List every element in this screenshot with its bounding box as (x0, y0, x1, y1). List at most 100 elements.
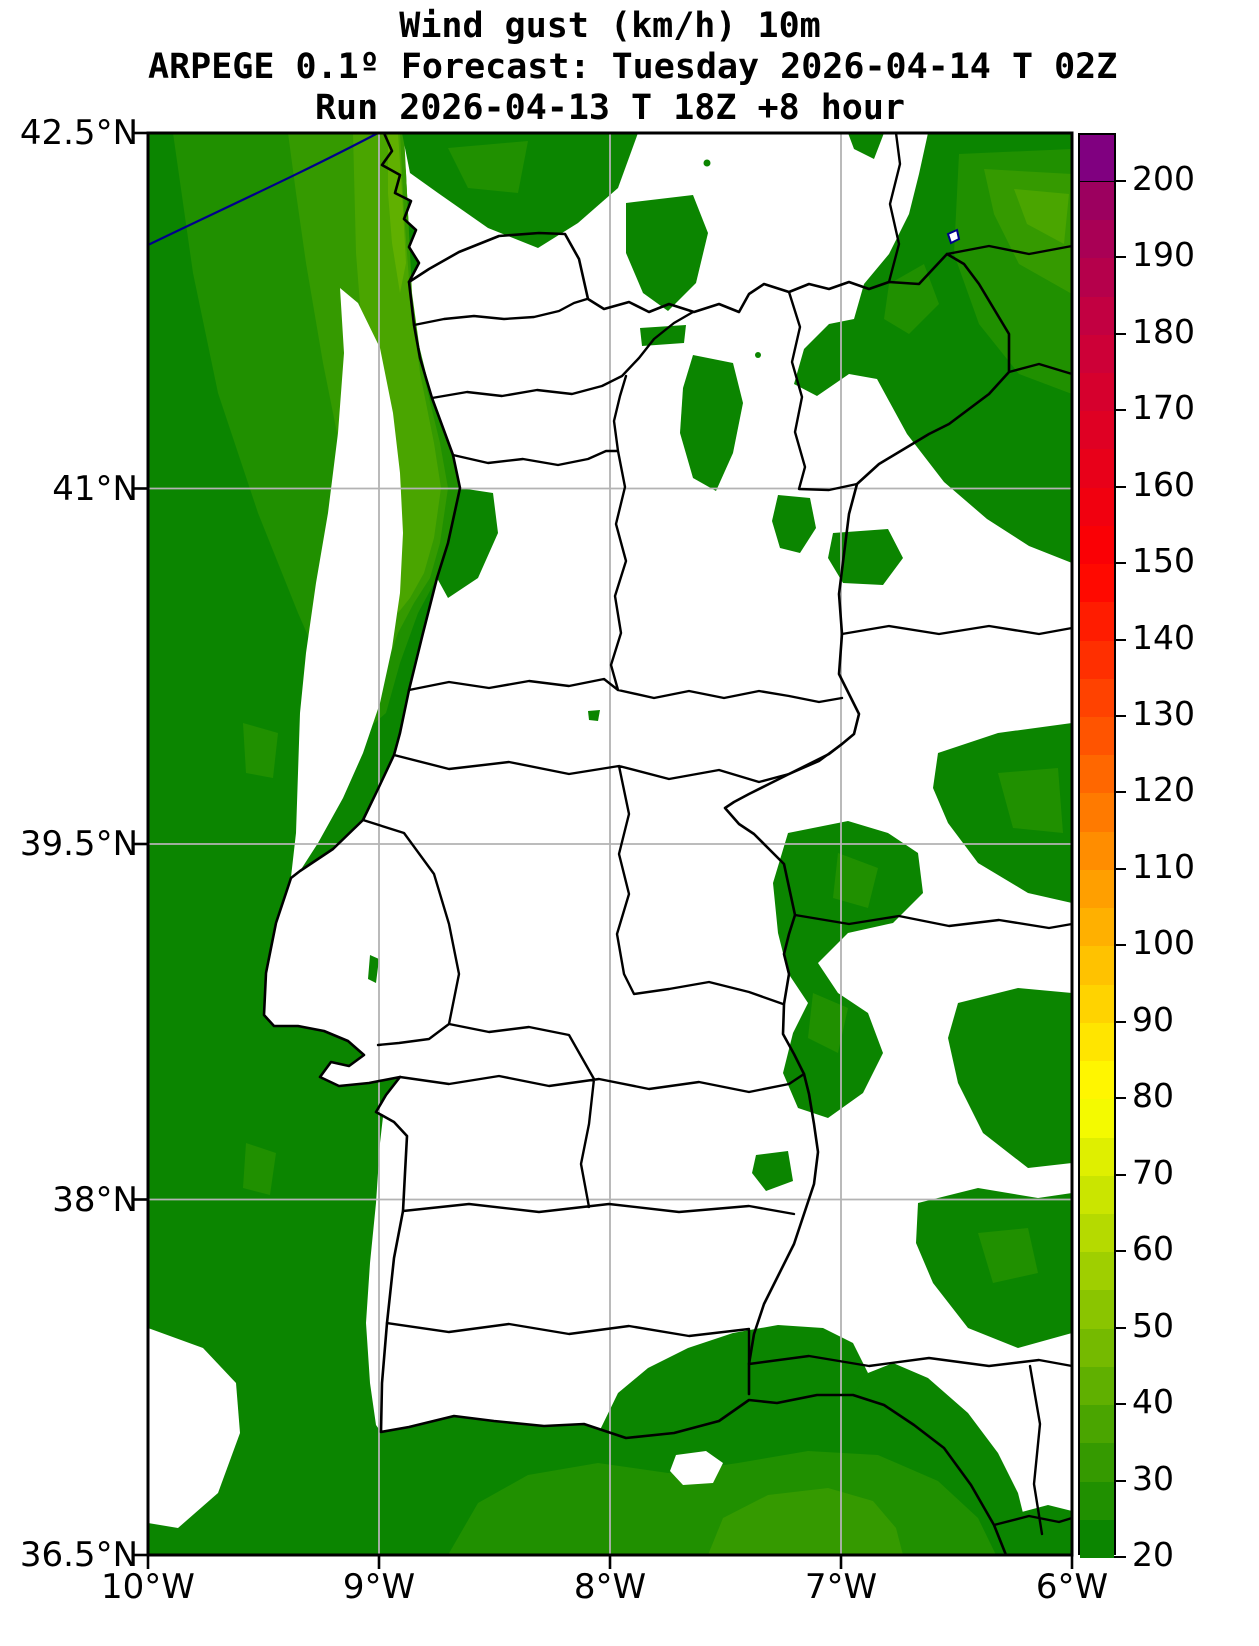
x-axis-tick-label: 8°W (573, 1567, 647, 1607)
graticule-layer (148, 133, 1072, 1555)
colorbar-segment (1080, 677, 1114, 718)
colorbar-tick-label: 30 (1132, 1458, 1174, 1498)
colorbar-segment (1080, 1365, 1114, 1406)
colorbar-tick-label: 160 (1132, 464, 1195, 504)
colorbar-tick-label: 180 (1132, 311, 1195, 351)
gust-patch (368, 955, 379, 983)
colorbar-segment (1080, 1098, 1114, 1138)
colorbar-segment (1080, 1289, 1114, 1329)
colorbar-tick (1114, 1097, 1126, 1100)
colorbar-segment (1080, 257, 1114, 297)
colorbar-tick (1114, 256, 1126, 259)
colorbar-segment (1080, 295, 1114, 335)
gust-patch (978, 1228, 1038, 1283)
gust-patch (448, 141, 528, 193)
colorbar-tick-label: 70 (1132, 1152, 1174, 1192)
gust-patch (933, 723, 1072, 903)
gust-patch (833, 853, 878, 908)
colorbar-tick (1114, 179, 1126, 182)
colorbar-segment (1080, 1480, 1114, 1520)
colorbar-tick (1114, 1020, 1126, 1023)
colorbar-segment (1080, 486, 1114, 526)
colorbar (1078, 133, 1126, 1558)
contour-band (243, 723, 278, 778)
colorbar-tick-label: 170 (1132, 388, 1195, 428)
colorbar-segment (1080, 754, 1114, 794)
colorbar-tick-label: 50 (1132, 1305, 1174, 1345)
colorbar-segment (1080, 1404, 1114, 1444)
colorbar-segment (1080, 716, 1114, 756)
gust-patch (1000, 1505, 1072, 1555)
calm-region (670, 1451, 723, 1485)
gust-patch (588, 710, 600, 721)
calm-ocean-cutouts (148, 288, 723, 1528)
gust-patch (848, 133, 884, 159)
colorbar-segment (1080, 830, 1114, 870)
colorbar-tick (1114, 409, 1126, 412)
colorbar-segment (1080, 524, 1114, 565)
y-axis-tick-label: 38°N (52, 1179, 138, 1220)
gust-patch (948, 988, 1072, 1168)
x-axis-tick-label: 9°W (342, 1567, 416, 1607)
colorbar-segment (1080, 1174, 1114, 1214)
coastline-and-borders (262, 131, 1074, 1557)
colorbar-segment (1080, 180, 1114, 221)
colorbar-tick (1114, 485, 1126, 488)
gust-patch (755, 352, 761, 358)
colorbar-tick-label: 120 (1132, 770, 1195, 810)
colorbar-segment (1080, 1136, 1114, 1176)
colorbar-tick-label: 90 (1132, 999, 1174, 1039)
colorbar-segment (1080, 1060, 1114, 1100)
colorbar-segment (1080, 135, 1114, 181)
map-canvas (134, 131, 1074, 1569)
colorbar-tick (1114, 1556, 1126, 1558)
axis-ticks-layer (134, 131, 1074, 1569)
colorbar-tick (1114, 791, 1126, 794)
gust-patch (437, 488, 498, 598)
colorbar-tick-label: 150 (1132, 541, 1195, 581)
contour-band (243, 1143, 276, 1195)
gust-patch (640, 325, 686, 346)
colorbar-segment (1080, 792, 1114, 832)
y-axis-tick-label: 39.5°N (19, 824, 138, 864)
x-axis-tick-label: 6°W (1035, 1567, 1109, 1607)
district-boundaries (361, 290, 859, 1366)
contour-band (353, 133, 441, 613)
y-axis-tick-label: 41°N (52, 468, 138, 509)
colorbar-tick-label: 80 (1132, 1076, 1174, 1116)
colorbar-tick-label: 40 (1132, 1382, 1174, 1422)
figure-subtitle-run: Run 2026-04-13 T 18Z +8 hour (314, 88, 905, 128)
gust-patch (703, 159, 711, 167)
maritime-boundary-blue-line (147, 132, 379, 246)
colorbar-segment (1080, 601, 1114, 641)
colorbar-segment (1080, 563, 1114, 603)
colorbar-segment (1080, 372, 1114, 412)
colorbar-segment (1080, 1442, 1114, 1482)
colorbar-tick (1114, 944, 1126, 947)
colorbar-tick (1114, 332, 1126, 335)
gust-patch (772, 495, 816, 553)
colorbar-segment (1080, 448, 1114, 488)
calm-region (291, 288, 403, 877)
x-axis-tick-label: 10°W (101, 1567, 195, 1607)
gust-patch (773, 821, 923, 1118)
coastline (262, 131, 1008, 1557)
colorbar-tick-label: 100 (1132, 923, 1195, 963)
colorbar-tick (1114, 867, 1126, 870)
gust-patch (600, 1325, 868, 1438)
colorbar-segment (1080, 868, 1114, 909)
colorbar-tick-label: 140 (1132, 617, 1195, 657)
blue-contour-marker (946, 228, 961, 245)
colorbar-segment (1080, 983, 1114, 1023)
y-axis-tick-label: 36.5°N (19, 1535, 138, 1575)
colorbar-tick (1114, 715, 1126, 718)
colorbar-tick (1114, 1479, 1126, 1482)
colorbar-tick (1114, 1403, 1126, 1406)
colorbar-tick (1114, 1173, 1126, 1176)
x-axis-tick-label: 7°W (804, 1567, 878, 1607)
colorbar-segment (1080, 639, 1114, 679)
colorbar-tick (1114, 638, 1126, 641)
contour-band (708, 1488, 903, 1555)
colorbar-tick-label: 200 (1132, 158, 1195, 198)
